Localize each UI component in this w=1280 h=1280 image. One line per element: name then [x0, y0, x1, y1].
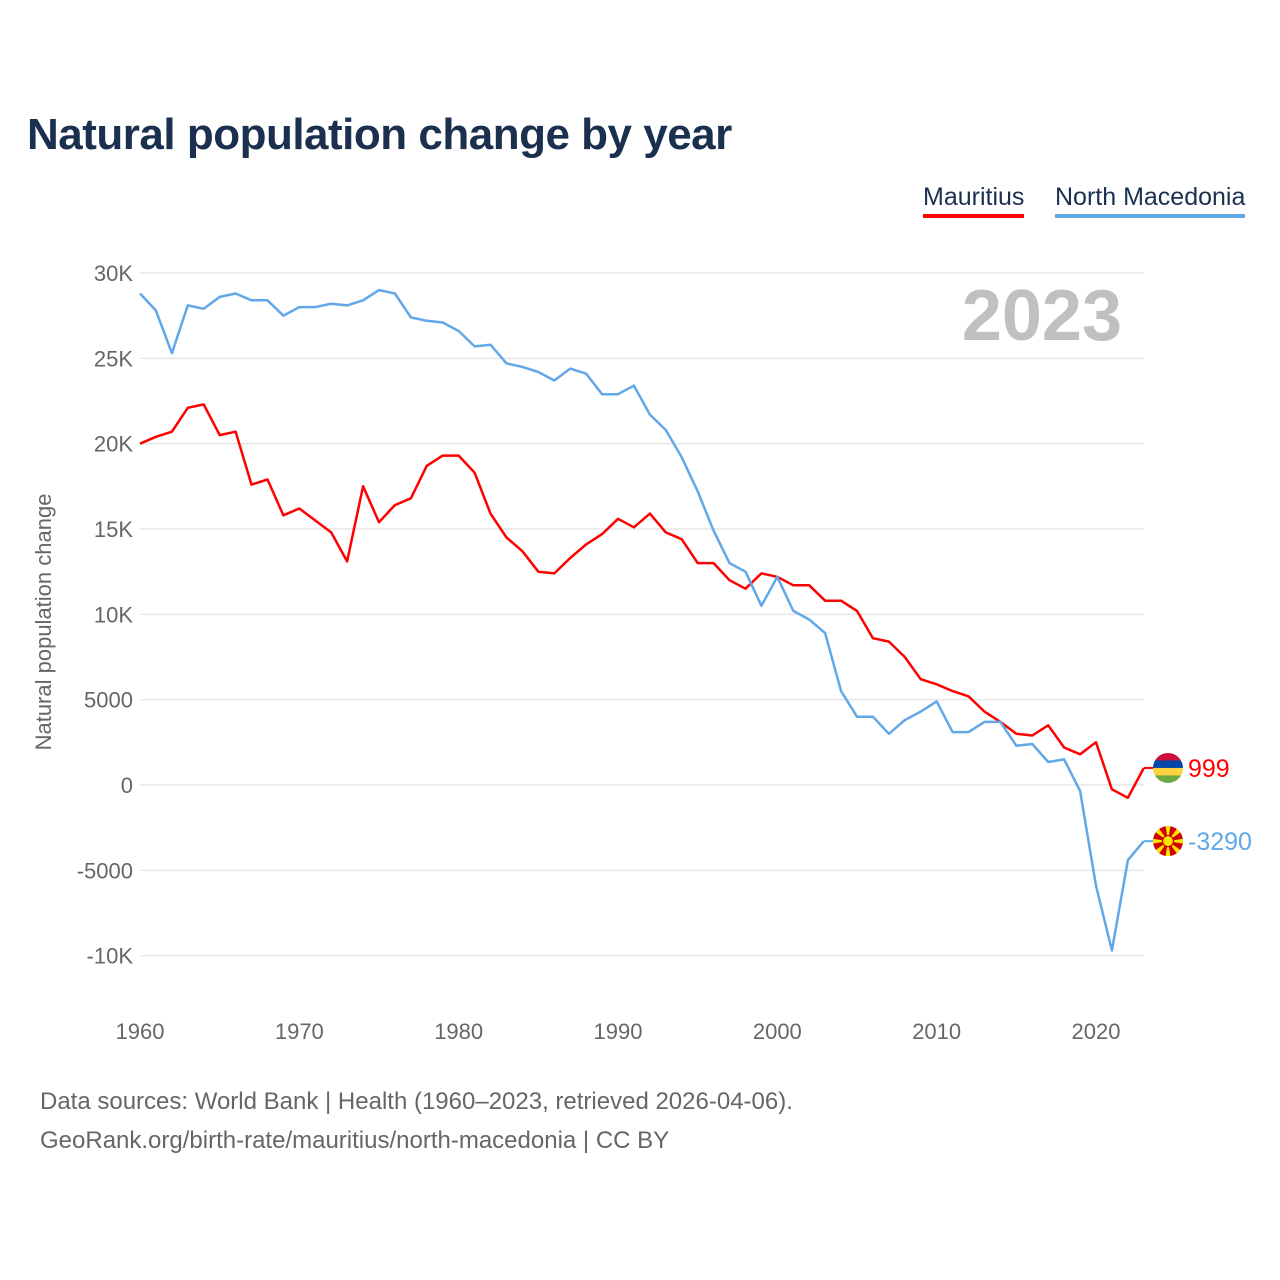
y-tick-label: 10K [94, 602, 133, 627]
year-watermark: 2023 [962, 276, 1122, 356]
footer-link[interactable]: GeoRank.org/birth-rate/mauritius/north-m… [40, 1127, 670, 1154]
y-tick-label: 25K [94, 346, 133, 371]
x-tick-label: 2010 [912, 1019, 961, 1044]
x-tick-label: 2020 [1072, 1019, 1121, 1044]
y-tick-label: 30K [94, 261, 133, 286]
series-line-north-macedonia[interactable] [139, 288, 1145, 952]
legend-item-mauritius[interactable]: Mauritius [923, 183, 1025, 218]
y-tick-label: 0 [121, 773, 133, 798]
y-axis-label: Natural population change [31, 494, 56, 751]
y-tick-label: 15K [94, 517, 133, 542]
series-line-mauritius[interactable] [139, 403, 1145, 800]
footer-sources: Data sources: World Bank | Health (1960–… [40, 1088, 793, 1115]
y-tick-label: 5000 [84, 688, 133, 713]
x-tick-label: 1960 [116, 1019, 165, 1044]
y-tick-label: -10K [87, 944, 134, 969]
x-tick-label: 2000 [753, 1019, 802, 1044]
x-tick-label: 1990 [594, 1019, 643, 1044]
chart-title: Natural population change by year [27, 110, 732, 159]
x-tick-label: 1980 [434, 1019, 483, 1044]
end-value-label: 999 [1188, 755, 1230, 783]
y-tick-label: -5000 [77, 858, 133, 883]
mauritius-flag-icon [1153, 752, 1183, 783]
x-tick-label: 1970 [275, 1019, 324, 1044]
legend-item-north-macedonia[interactable]: North Macedonia [1055, 183, 1246, 218]
end-value-label: -3290 [1188, 828, 1252, 856]
y-tick-label: 20K [94, 432, 133, 457]
